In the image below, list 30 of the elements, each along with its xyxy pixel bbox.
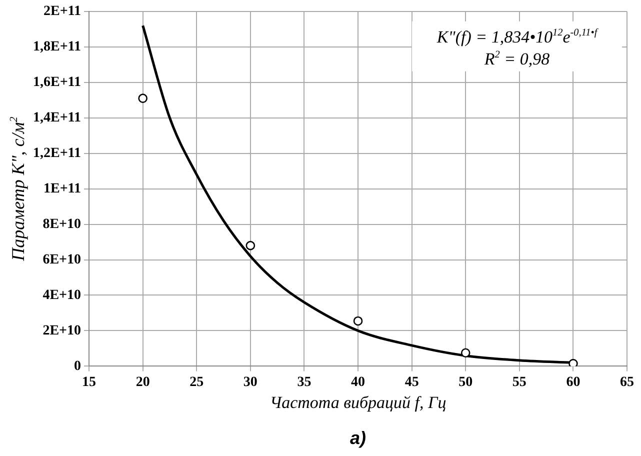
x-tick-label: 55	[512, 375, 526, 390]
x-tick-label: 50	[458, 375, 473, 390]
y-tick-label: 6E+10	[42, 252, 82, 268]
y-tick-label: 4E+10	[42, 288, 82, 303]
x-tick-label: 30	[243, 375, 258, 390]
y-tick-label: 2E+10	[42, 323, 82, 338]
y-tick-label: 1,6E+11	[32, 74, 82, 90]
y-tick-label: 1,4E+11	[32, 110, 82, 126]
y-tick-label: 1,8E+11	[32, 39, 82, 54]
point	[353, 316, 363, 326]
y-axis-title: Параметр K", с/м2	[8, 116, 28, 262]
y-tick-label: 1E+11	[43, 181, 82, 196]
y-tick-label: 2E+11	[43, 4, 82, 20]
point	[138, 94, 148, 103]
point	[568, 358, 578, 366]
y-tick-label: 1,2E+11	[32, 146, 82, 161]
x-tick-label: 20	[136, 375, 150, 390]
y-tick-label: 8E+10	[42, 216, 82, 232]
point	[246, 240, 256, 250]
y-tick-label: 0	[74, 358, 82, 374]
x-tick-label: 65	[620, 375, 634, 390]
x-tick-label: 60	[566, 375, 580, 390]
x-tick-label: 45	[404, 375, 419, 390]
x-tick-label: 25	[190, 375, 204, 390]
x-axis-title: Частота вибраций f, Гц	[270, 393, 446, 412]
x-tick-label: 35	[297, 375, 312, 390]
x-tick-label: 40	[351, 375, 366, 390]
text: а)	[350, 428, 366, 448]
point	[460, 348, 470, 358]
x-tick-label: 15	[82, 375, 96, 390]
